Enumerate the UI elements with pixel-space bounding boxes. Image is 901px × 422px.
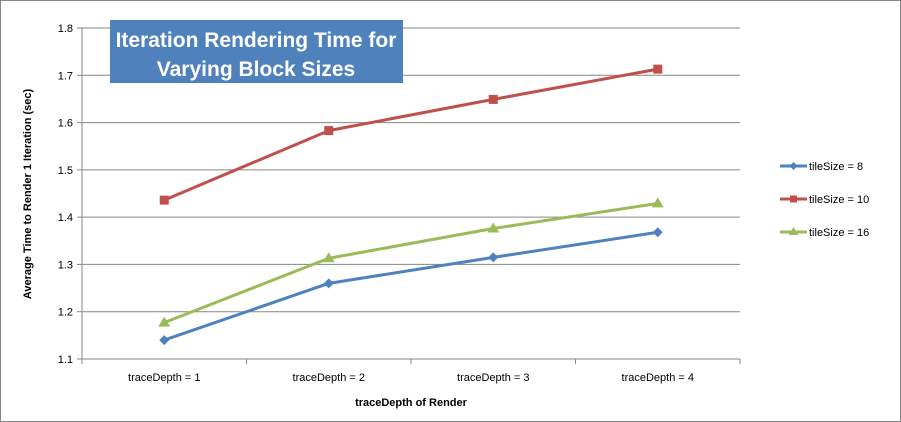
chart-title: Iteration Rendering Time for Varying Blo… — [110, 20, 403, 83]
y-tick-label: 1.1 — [58, 354, 73, 366]
series-3 — [158, 197, 664, 327]
legend-item: tileSize = 10 — [780, 194, 869, 206]
y-axis-title: Average Time to Render 1 Iteration (sec) — [22, 89, 34, 300]
legend-marker — [788, 227, 799, 235]
data-point-marker — [652, 227, 663, 238]
legend-marker — [790, 195, 797, 203]
x-tick-labels: traceDepth = 1 traceDepth = 2 traceDepth =… — [128, 372, 694, 384]
x-tick-label: traceDepth = 3 — [457, 372, 529, 384]
data-point-marker — [488, 252, 499, 263]
chart-title-box — [110, 20, 403, 83]
legend: tileSize = 8 tileSize = 10 tileSize = 16 — [780, 161, 869, 239]
legend-item: tileSize = 8 — [780, 161, 863, 173]
data-point-marker — [159, 195, 169, 205]
legend-label: tileSize = 10 — [809, 194, 869, 206]
y-tick-label: 1.6 — [58, 118, 73, 130]
chart-title-line-2: Varying Block Sizes — [157, 58, 355, 81]
data-point-marker — [324, 126, 334, 136]
data-point-marker — [323, 278, 334, 289]
data-point-marker — [487, 222, 500, 233]
series-1 — [159, 227, 663, 346]
data-point-marker — [651, 197, 664, 208]
x-axis-title: traceDepth of Render — [355, 397, 468, 409]
series-line — [163, 201, 658, 324]
legend-item: tileSize = 16 — [780, 227, 869, 239]
data-point-marker — [653, 64, 663, 74]
y-tick-label: 1.7 — [58, 70, 73, 82]
y-tick-label: 1.4 — [58, 212, 73, 224]
data-point-marker — [158, 316, 171, 327]
data-point-marker — [488, 94, 498, 104]
series-line — [163, 230, 658, 342]
legend-label: tileSize = 8 — [809, 161, 863, 173]
chart-title-line-1: Iteration Rendering Time for — [116, 29, 397, 52]
series-line — [163, 67, 659, 202]
legend-label: tileSize = 16 — [809, 227, 869, 239]
data-point-marker — [322, 252, 335, 263]
x-tick-label: traceDepth = 4 — [622, 372, 694, 384]
y-tick-label: 1.3 — [58, 259, 73, 271]
series-lines — [158, 64, 664, 346]
series-2 — [159, 64, 663, 205]
data-point-marker — [159, 335, 170, 346]
y-tick-labels: 1.1 1.2 1.3 1.4 1.5 1.6 1.7 1.8 — [58, 23, 73, 366]
x-tick-label: traceDepth = 1 — [128, 372, 200, 384]
y-tick-label: 1.5 — [58, 165, 73, 177]
axes — [81, 28, 741, 364]
y-tick-label: 1.8 — [58, 23, 73, 35]
x-tick-label: traceDepth = 2 — [293, 372, 365, 384]
y-tick-label: 1.2 — [58, 307, 73, 319]
legend-marker — [789, 162, 798, 170]
